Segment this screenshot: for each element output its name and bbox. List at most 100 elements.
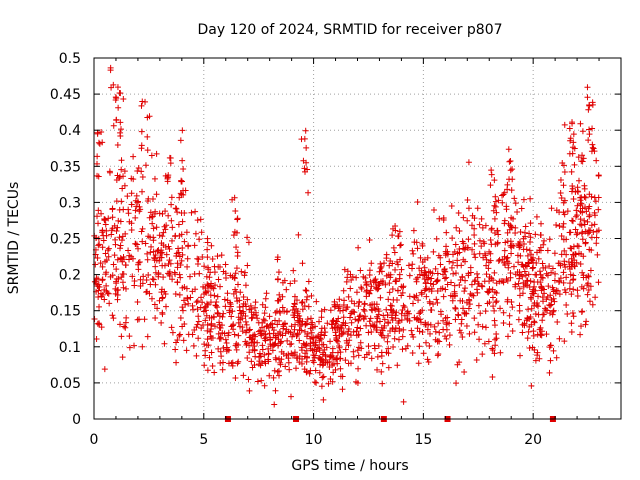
- data-point: [508, 187, 515, 194]
- data-point: [539, 275, 546, 282]
- data-point: [179, 157, 186, 164]
- data-point: [120, 206, 127, 213]
- data-point: [109, 205, 116, 212]
- data-point: [522, 223, 529, 230]
- data-point: [546, 263, 553, 270]
- data-point: [162, 172, 169, 179]
- data-point: [557, 176, 564, 183]
- data-point: [303, 320, 310, 327]
- data-point: [95, 281, 102, 288]
- data-point: [248, 339, 255, 346]
- data-point: [529, 344, 536, 351]
- data-point: [531, 278, 538, 285]
- data-point: [303, 287, 310, 294]
- data-point: [320, 373, 327, 380]
- data-point: [529, 265, 536, 272]
- data-point: [201, 263, 208, 270]
- data-point: [423, 293, 430, 300]
- data-point: [371, 322, 378, 329]
- data-point: [439, 285, 446, 292]
- data-point: [222, 261, 229, 268]
- y-tick-labels: 0 0.05 0.1 0.15 0.2 0.25 0.3 0.35 0.4 0.45 0.5: [50, 51, 81, 428]
- data-point: [197, 304, 204, 311]
- data-point: [569, 150, 576, 157]
- data-point: [506, 158, 513, 165]
- data-point: [233, 244, 240, 251]
- data-point: [237, 289, 244, 296]
- data-point: [487, 182, 494, 189]
- data-point: [569, 310, 576, 317]
- data-point: [119, 279, 126, 286]
- data-point: [452, 316, 459, 323]
- data-point: [245, 376, 252, 383]
- data-point: [400, 302, 407, 309]
- data-point: [490, 277, 497, 284]
- data-point: [434, 270, 441, 277]
- data-point: [339, 386, 346, 393]
- data-point: [181, 209, 188, 216]
- data-point: [147, 209, 154, 216]
- data-point: [219, 313, 226, 320]
- data-point: [284, 337, 291, 344]
- data-point: [546, 310, 553, 317]
- data-point: [579, 229, 586, 236]
- data-point: [334, 349, 341, 356]
- data-point: [528, 295, 535, 302]
- data-point: [132, 240, 139, 247]
- data-point: [528, 382, 535, 389]
- data-point: [140, 273, 147, 280]
- data-point: [481, 278, 488, 285]
- data-point: [319, 351, 326, 358]
- data-point: [118, 198, 125, 205]
- data-point: [222, 336, 229, 343]
- data-point: [386, 262, 393, 269]
- data-point: [561, 168, 568, 175]
- data-point: [193, 324, 200, 331]
- data-point: [464, 217, 471, 224]
- data-point: [242, 282, 249, 289]
- data-point: [465, 305, 472, 312]
- data-point: [475, 302, 482, 309]
- data-point: [581, 221, 588, 228]
- data-point: [204, 239, 211, 246]
- data-point: [390, 343, 397, 350]
- data-point: [276, 372, 283, 379]
- data-point: [568, 320, 575, 327]
- data-point: [521, 229, 528, 236]
- data-point: [435, 252, 442, 259]
- data-point: [159, 262, 166, 269]
- data-point: [492, 299, 499, 306]
- data-point: [318, 314, 325, 321]
- data-point: [180, 297, 187, 304]
- data-point: [291, 277, 298, 284]
- data-point: [273, 308, 280, 315]
- data-point: [265, 345, 272, 352]
- data-point: [568, 217, 575, 224]
- data-point: [581, 185, 588, 192]
- data-point: [263, 290, 270, 297]
- data-point: [327, 307, 334, 314]
- data-point: [396, 228, 403, 235]
- data-point: [502, 239, 509, 246]
- data-point: [112, 241, 119, 248]
- data-point: [505, 146, 512, 153]
- data-point: [532, 231, 539, 238]
- data-point: [363, 281, 370, 288]
- data-point: [162, 303, 169, 310]
- data-point: [531, 319, 538, 326]
- data-point: [342, 357, 349, 364]
- data-point: [179, 284, 186, 291]
- data-point: [219, 366, 226, 373]
- data-point: [585, 273, 592, 280]
- data-point: [416, 265, 423, 272]
- data-point: [379, 327, 386, 334]
- data-point: [286, 366, 293, 373]
- data-point: [94, 320, 101, 327]
- data-point: [504, 258, 511, 265]
- data-point: [167, 260, 174, 267]
- data-point: [316, 355, 323, 362]
- data-point: [405, 262, 412, 269]
- data-point: [95, 207, 102, 214]
- data-point: [410, 293, 417, 300]
- data-point: [586, 246, 593, 253]
